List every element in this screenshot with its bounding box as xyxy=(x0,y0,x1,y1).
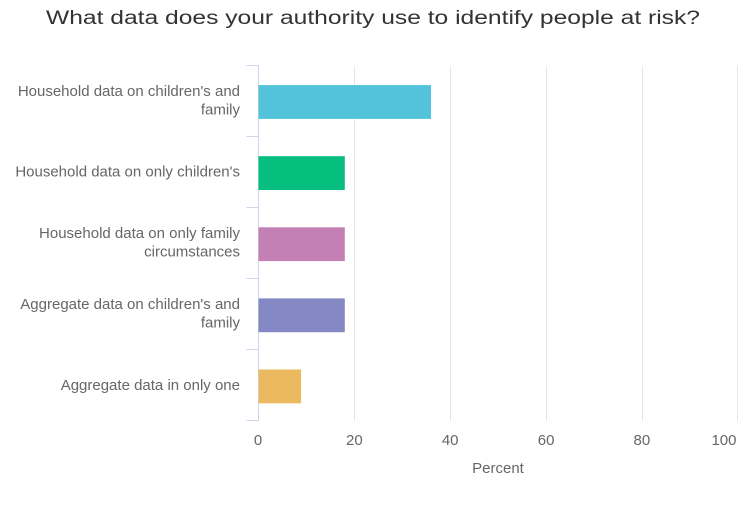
svg-text:family: family xyxy=(201,315,241,332)
svg-text:family: family xyxy=(201,101,241,118)
svg-text:Aggregate data in only one: Aggregate data in only one xyxy=(61,377,240,394)
svg-text:60: 60 xyxy=(538,432,555,449)
svg-text:40: 40 xyxy=(442,432,459,449)
svg-text:0: 0 xyxy=(254,432,262,449)
svg-text:20: 20 xyxy=(346,432,363,449)
svg-text:Household data on only family: Household data on only family xyxy=(39,225,240,242)
svg-text:Household data on children's a: Household data on children's and xyxy=(18,83,240,100)
svg-text:Aggregate data on children's a: Aggregate data on children's and xyxy=(20,296,240,313)
svg-text:100: 100 xyxy=(711,432,736,449)
svg-text:Household data on only childre: Household data on only children's xyxy=(15,164,240,181)
svg-text:What data does your authority: What data does your authority use to ide… xyxy=(46,8,700,29)
svg-text:Percent: Percent xyxy=(472,460,525,477)
svg-text:circumstances: circumstances xyxy=(144,244,240,261)
svg-text:80: 80 xyxy=(634,432,651,449)
